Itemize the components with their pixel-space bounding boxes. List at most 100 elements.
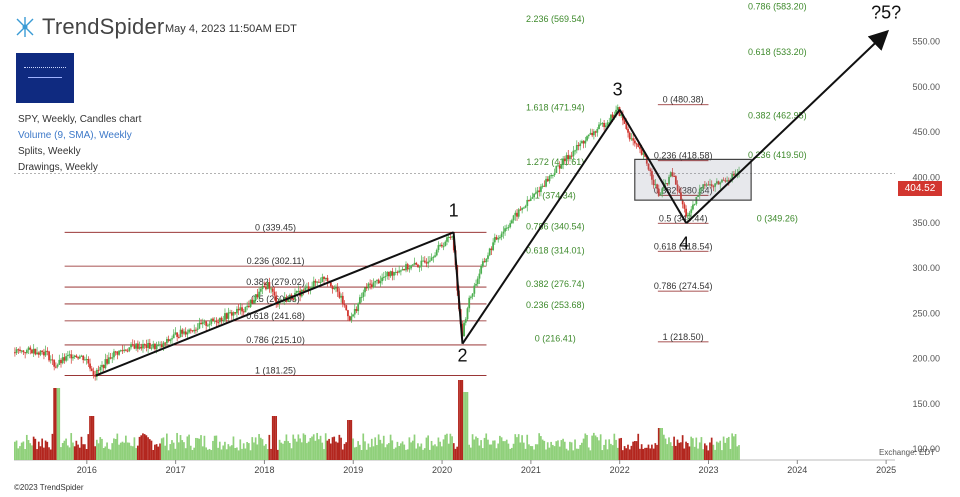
legend-volume[interactable]: Volume (9, SMA), Weekly (18, 130, 132, 141)
volume-bar (603, 444, 605, 460)
volume-bar (700, 437, 703, 460)
candle-body (314, 280, 317, 283)
legend-splits[interactable]: Splits, Weekly (18, 146, 81, 157)
volume-bar (208, 448, 211, 460)
volume-bar (273, 416, 276, 460)
volume-bar (721, 450, 723, 460)
volume-bar (186, 436, 189, 460)
volume-bar (413, 434, 416, 460)
candle-body (487, 255, 489, 259)
volume-bar (198, 438, 201, 460)
candle-body (37, 352, 40, 355)
candle-body (130, 344, 132, 348)
volume-bar (582, 438, 585, 460)
volume-bar (166, 433, 168, 460)
volume-bar (56, 388, 59, 460)
time-axis-label: 2017 (166, 465, 186, 475)
candle-body (181, 329, 184, 334)
candle-body (430, 257, 433, 261)
volume-bar (101, 438, 103, 460)
candle-body (384, 276, 387, 278)
candle-body (495, 237, 498, 240)
candle-body (712, 186, 715, 188)
volume-bar (481, 448, 484, 460)
candle-body (425, 262, 428, 264)
candle-body (183, 331, 185, 334)
volume-bar (666, 444, 669, 460)
candle-body (683, 204, 686, 209)
legend-drawings[interactable]: Drawings, Weekly (18, 162, 98, 173)
candle-body (408, 268, 411, 270)
volume-bar (300, 442, 303, 460)
candle-body (622, 114, 624, 121)
candle-body (121, 350, 124, 352)
candle-body (189, 329, 192, 331)
candle-body (686, 215, 689, 217)
time-axis-label: 2020 (432, 465, 452, 475)
candle-body (377, 279, 380, 284)
candle-body (210, 318, 213, 324)
volume-bar (386, 444, 389, 460)
volume-bar (25, 434, 28, 460)
volume-bar (335, 441, 337, 460)
candle-body (596, 129, 599, 133)
volume-bar (36, 449, 38, 460)
volume-bar (538, 433, 541, 460)
volume-bar (316, 432, 318, 460)
candle-body (169, 339, 172, 342)
candle-body (435, 250, 438, 256)
volume-bar (352, 438, 354, 460)
volume-bar (478, 445, 481, 460)
candle-body (208, 323, 211, 326)
candle-body (225, 313, 228, 319)
candle-body (92, 370, 95, 375)
volume-bar (449, 433, 452, 460)
candle-body (44, 350, 47, 356)
volume-bar (299, 438, 301, 460)
candle-body (531, 197, 534, 199)
volume-bar (534, 444, 537, 460)
candle-body (87, 358, 90, 364)
candle-body (493, 237, 496, 243)
candle-body (343, 304, 346, 306)
volume-bar (507, 443, 510, 460)
fib-label: 1.618 (471.94) (526, 102, 585, 112)
volume-bar (516, 437, 518, 460)
volume-bar (73, 446, 76, 460)
candle-body (27, 347, 30, 351)
candle-body (499, 237, 501, 239)
candle-body (497, 238, 500, 240)
volume-bar (164, 445, 166, 460)
fib-label: 0.382 (380.34) (654, 185, 713, 195)
candle-body (722, 179, 725, 181)
volume-bar (388, 443, 390, 460)
volume-bar (53, 388, 55, 460)
price-axis-label: 100.00 (912, 444, 940, 454)
volume-bar (712, 444, 715, 460)
volume-bar (247, 443, 250, 460)
price-axis-label: 350.00 (912, 218, 940, 228)
volume-bar (32, 436, 35, 460)
fib-label: 1.272 (411.61) (526, 157, 584, 167)
candle-body (517, 209, 520, 217)
legend-symbol[interactable]: SPY, Weekly, Candles chart (18, 114, 142, 125)
volume-bar (236, 447, 238, 460)
candle-body (623, 120, 626, 124)
candle-body (292, 299, 295, 301)
candle-body (616, 107, 619, 110)
candle-body (61, 357, 64, 364)
volume-bar (118, 444, 120, 460)
volume-bar (458, 380, 460, 460)
volume-bar (94, 446, 96, 460)
candle-body (401, 268, 404, 271)
fib-label: 0.618 (241.68) (246, 311, 305, 321)
volume-bar (72, 442, 74, 460)
candle-body (114, 351, 117, 353)
volume-bar (258, 434, 260, 460)
volume-bar (705, 445, 708, 460)
volume-bar (399, 443, 402, 460)
candle-body (176, 332, 179, 337)
candle-body (24, 352, 27, 354)
volume-bar (126, 442, 129, 460)
candle-body (367, 283, 370, 289)
